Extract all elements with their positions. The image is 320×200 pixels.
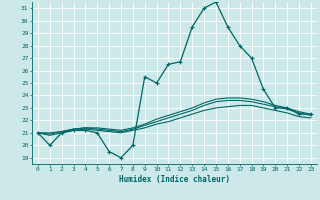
X-axis label: Humidex (Indice chaleur): Humidex (Indice chaleur) <box>119 175 230 184</box>
